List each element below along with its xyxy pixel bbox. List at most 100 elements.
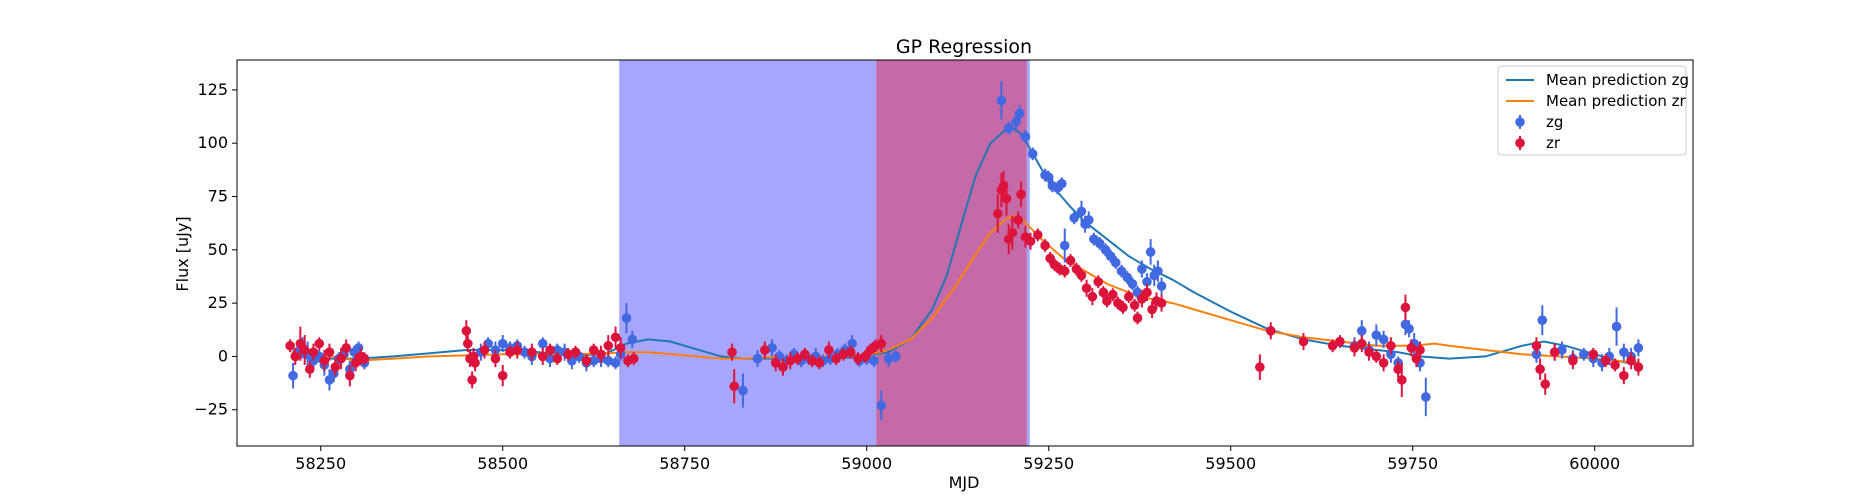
data-point-zg [738, 385, 748, 396]
y-tick-label: 50 [208, 240, 228, 259]
data-point-zr [876, 338, 887, 349]
data-point-zr [1356, 338, 1367, 349]
data-point-zr [308, 347, 319, 357]
data-point-zr [1132, 313, 1143, 323]
data-point-zg [869, 355, 879, 366]
legend-item-mean-prediction-zr: Mean prediction zr [1506, 92, 1687, 110]
legend-item-zr: zr [1515, 134, 1561, 152]
y-tick-label: −25 [194, 400, 228, 419]
data-point-zg [1100, 245, 1111, 255]
data-point-zr [467, 375, 477, 385]
data-point-zg [1421, 392, 1431, 402]
legend-label: zg [1546, 113, 1563, 131]
legend-box [1497, 65, 1687, 156]
x-axis-label: MJD [949, 473, 980, 492]
data-point-zg [621, 313, 632, 323]
data-point-zr [552, 353, 563, 364]
data-point-zr [785, 355, 796, 366]
data-point-zg [1579, 349, 1589, 360]
data-point-zr [1007, 227, 1018, 238]
data-point-zr [824, 345, 834, 355]
data-point-zr [299, 345, 310, 355]
legend-swatch-marker [1515, 117, 1525, 127]
data-point-zr [285, 340, 295, 351]
legend: Mean prediction zg Mean prediction zr zg zr [1497, 65, 1689, 156]
data-point-zr [1124, 291, 1134, 302]
data-point-zr [461, 326, 472, 336]
data-point-zg [545, 353, 555, 364]
data-point-zg [1356, 326, 1367, 336]
data-point-zr [570, 347, 581, 357]
data-point-zr [1600, 355, 1611, 366]
y-tick-label: 0 [218, 346, 228, 365]
y-tick-label: 25 [208, 293, 228, 312]
data-point-zg [1110, 257, 1121, 268]
data-point-zr [470, 358, 480, 368]
data-point-zr [1349, 343, 1360, 353]
data-point-zr [1081, 283, 1092, 293]
data-point-zr [992, 208, 1003, 219]
data-point-zg [497, 338, 508, 349]
data-point-zr [290, 351, 301, 362]
data-point-zr [1531, 340, 1542, 351]
legend-label: zr [1546, 134, 1561, 152]
data-point-zr [1549, 347, 1560, 357]
plot-area: 58250 58500 58750 59000 59250 59500 59750 60000… [194, 59, 1694, 473]
data-point-zr [800, 349, 810, 360]
data-point-zr [345, 370, 355, 381]
data-point-zr [1001, 193, 1012, 204]
data-point-zr [324, 347, 335, 357]
mean-line-zr [291, 214, 1639, 364]
data-point-zr [512, 345, 523, 355]
data-point-zr [1411, 353, 1422, 364]
data-point-zr [1540, 379, 1551, 389]
data-point-zg [1156, 281, 1167, 291]
x-tick-label: 58750 [659, 454, 710, 473]
data-point-zg [1557, 345, 1567, 355]
data-point-zg [1059, 240, 1070, 251]
data-point-zg [767, 343, 777, 353]
data-point-zr [497, 370, 508, 381]
data-point-zg [1020, 131, 1031, 142]
data-point-zr [727, 347, 737, 357]
data-point-zg [1633, 343, 1644, 353]
data-point-zr [1025, 236, 1036, 247]
data-point-zr [1588, 349, 1599, 360]
data-point-zg [1371, 330, 1382, 340]
data-point-zr [1033, 230, 1043, 240]
x-tick-label: 58250 [295, 454, 346, 473]
data-point-zr [770, 358, 781, 368]
data-point-zg [1094, 238, 1105, 249]
data-point-zr [1364, 347, 1374, 357]
data-point-zr [1535, 364, 1545, 375]
data-point-zr [314, 338, 325, 349]
data-point-zg [1611, 321, 1622, 332]
data-point-zr [1400, 302, 1411, 313]
data-point-zr [563, 349, 574, 360]
data-point-zr [1137, 294, 1147, 304]
data-point-zg [1378, 334, 1389, 345]
data-point-zg [1083, 215, 1094, 225]
plot-frame [236, 59, 1694, 447]
data-point-zr [1265, 326, 1276, 336]
data-point-zr [838, 349, 849, 360]
data-point-zr [1156, 298, 1167, 308]
x-tick-label: 59500 [1205, 454, 1256, 473]
y-tick-label: 75 [208, 186, 228, 205]
data-point-zg [1043, 172, 1054, 183]
data-point-zr [1633, 362, 1644, 372]
data-point-zr [792, 353, 803, 364]
x-tick-label: 58500 [477, 454, 528, 473]
data-point-zr [615, 343, 626, 353]
y-tick-label: 125 [197, 80, 228, 99]
data-point-zr [1393, 364, 1403, 375]
data-point-zg [1027, 149, 1038, 159]
data-point-zr [845, 347, 856, 357]
data-point-zr [1129, 300, 1140, 311]
data-point-zr [831, 353, 841, 364]
data-point-zg [1127, 279, 1138, 289]
data-point-zr [814, 358, 825, 368]
shaded-region-1 [876, 60, 1027, 446]
data-point-zg [537, 338, 548, 349]
data-point-zr [1142, 287, 1152, 298]
